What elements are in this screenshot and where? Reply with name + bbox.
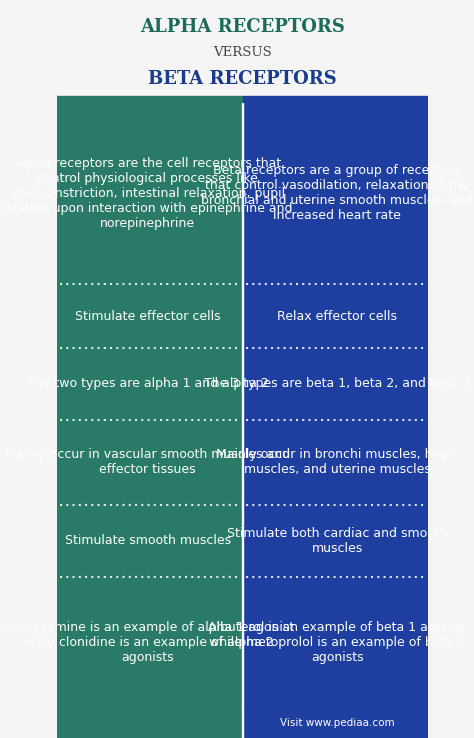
Bar	[242, 577, 243, 708]
Bar	[243, 505, 428, 577]
Bar	[56, 420, 242, 505]
Bar	[242, 708, 243, 738]
Bar	[56, 96, 242, 102]
Bar	[56, 348, 242, 420]
Bar	[242, 102, 243, 284]
Bar	[242, 348, 243, 420]
Text: ALPHA RECEPTORS: ALPHA RECEPTORS	[140, 18, 345, 36]
Text: Methoxamine is an example of alpha 1 agonist while clonidine is an example of al: Methoxamine is an example of alpha 1 ago…	[1, 621, 294, 664]
Text: Stimulate smooth muscles: Stimulate smooth muscles	[64, 534, 231, 548]
Text: VERSUS: VERSUS	[213, 46, 272, 59]
Bar	[242, 420, 243, 505]
Text: Stimulate effector cells: Stimulate effector cells	[75, 309, 220, 323]
Text: The two types are alpha 1 and alpha 2: The two types are alpha 1 and alpha 2	[27, 377, 268, 390]
Bar	[243, 348, 428, 420]
Text: Stimulate both cardiac and smooth muscles: Stimulate both cardiac and smooth muscle…	[227, 527, 447, 555]
Text: Mainly occur in vascular smooth muscles and effector tissues: Mainly occur in vascular smooth muscles …	[5, 449, 290, 477]
Bar	[243, 420, 428, 505]
Bar	[243, 284, 428, 348]
Bar	[56, 102, 242, 284]
Text: BETA RECEPTORS: BETA RECEPTORS	[148, 70, 337, 88]
Text: Alpha receptors are the cell receptors that control physiological processes like: Alpha receptors are the cell receptors t…	[2, 156, 293, 230]
Bar	[242, 284, 243, 348]
Text: Relax effector cells: Relax effector cells	[277, 309, 397, 323]
Bar	[243, 708, 428, 738]
Text: Albuterol is an example of beta 1 agonist while metoprolol is an example of beta: Albuterol is an example of beta 1 agonis…	[208, 621, 466, 664]
Bar	[243, 577, 428, 708]
Bar	[243, 96, 428, 102]
Text: Beta receptors are a group of receptors that control vasodilation, relaxation of: Beta receptors are a group of receptors …	[201, 164, 473, 222]
Bar	[243, 102, 428, 284]
Bar	[56, 505, 242, 577]
Bar	[56, 708, 242, 738]
Text: The 3 types are beta 1, beta 2, and beta 3: The 3 types are beta 1, beta 2, and beta…	[204, 377, 470, 390]
Text: Mainly occur in bronchi muscles, heart muscles, and uterine muscles: Mainly occur in bronchi muscles, heart m…	[216, 449, 458, 477]
Text: Visit www.pediaa.com: Visit www.pediaa.com	[280, 718, 394, 728]
Bar	[242, 505, 243, 577]
Bar	[56, 284, 242, 348]
Bar	[56, 577, 242, 708]
